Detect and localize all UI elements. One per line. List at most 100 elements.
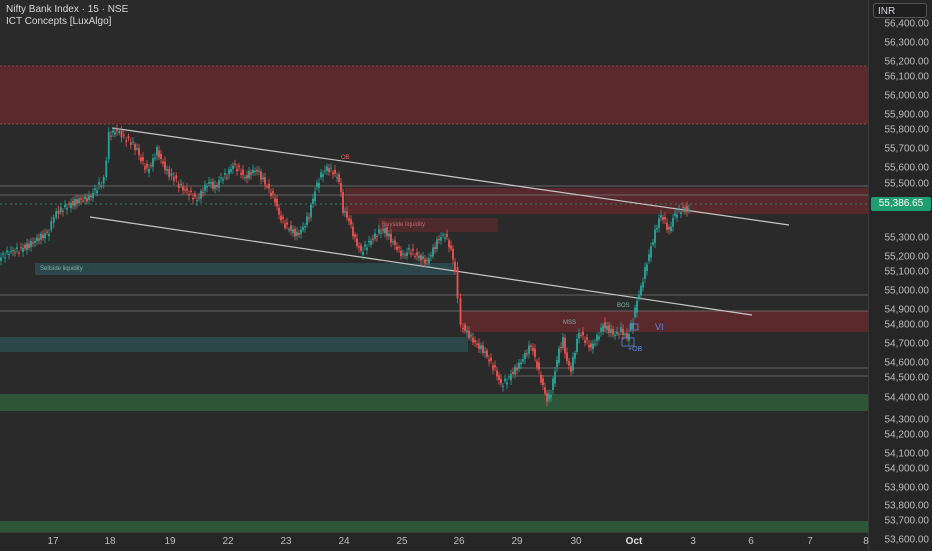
chart-area[interactable]: Nifty Bank Index · 15 · NSE ICT Concepts… (0, 0, 868, 532)
candle-body (386, 227, 388, 237)
candle-body (290, 225, 292, 231)
candle-body (550, 394, 552, 398)
candle-body (136, 148, 138, 150)
candle-body (644, 267, 646, 279)
candle-body (422, 256, 424, 259)
candle-body (568, 361, 570, 366)
price-chart[interactable] (0, 0, 868, 532)
candle-body (10, 251, 12, 253)
currency-selector[interactable]: INR (873, 3, 927, 18)
candle-body (406, 252, 408, 257)
candle-body (478, 343, 480, 350)
candle-body (446, 233, 448, 238)
candle-body (428, 258, 430, 264)
candle-body (620, 327, 622, 333)
candle-body (150, 165, 152, 167)
candle-body (664, 217, 666, 220)
candle-body (286, 222, 288, 225)
candle-body (226, 177, 228, 179)
mss-label: MSS (563, 320, 577, 326)
candle-body (420, 255, 422, 261)
candle-body (186, 188, 188, 191)
candle-body (448, 240, 450, 248)
candle-body (484, 351, 486, 353)
candle-body (180, 183, 182, 185)
candle-body (600, 327, 602, 332)
candle-body (248, 171, 250, 179)
candle-body (616, 331, 618, 334)
price-tick: 55,800.00 (884, 124, 930, 136)
candle-body (254, 170, 256, 172)
candle-body (334, 169, 336, 174)
candle-body (500, 379, 502, 384)
indicator-label[interactable]: ICT Concepts [LuxAlgo] (6, 16, 112, 27)
candle-body (202, 191, 204, 193)
candle-body (459, 298, 462, 325)
candle-body (107, 132, 110, 159)
candle-body (674, 213, 676, 216)
candle-body (416, 252, 418, 256)
time-label: Oct (625, 536, 643, 547)
candle-body (114, 132, 116, 135)
candle-body (4, 257, 6, 259)
candle-body (90, 195, 92, 197)
candle-body (92, 192, 94, 198)
candle-body (686, 205, 688, 212)
candle-body (534, 348, 536, 358)
candle-body (554, 371, 556, 384)
candle-body (288, 229, 290, 231)
candle-body (316, 182, 318, 188)
candle-body (310, 204, 312, 218)
candle-body (250, 172, 252, 175)
symbol-title[interactable]: Nifty Bank Index · 15 · NSE (6, 4, 129, 15)
candle-body (454, 261, 456, 272)
candle-body (100, 185, 103, 187)
candle-body (278, 207, 280, 215)
candle-body (404, 254, 406, 256)
candle-body (308, 217, 310, 219)
candle-body (536, 361, 538, 368)
candle-body (506, 382, 508, 385)
candle-body (44, 233, 46, 239)
candle-body (24, 245, 26, 249)
candle-body (0, 257, 2, 261)
candle-body (398, 247, 400, 249)
price-tick: 55,100.00 (884, 266, 930, 278)
candle-body (432, 247, 434, 257)
candle-body (356, 238, 358, 246)
candle-body (668, 227, 670, 230)
candle-body (312, 198, 314, 204)
price-axis[interactable]: INR 56,400.00 56,300.00 56,200.00 56,100.00… (868, 0, 932, 550)
candle-body (270, 192, 272, 197)
candle-body (450, 245, 452, 249)
candle-body (142, 157, 144, 161)
price-tick: 53,900.00 (884, 482, 930, 494)
candle-body (214, 185, 216, 189)
candle-body (382, 229, 384, 231)
candle-body (680, 212, 682, 214)
candle-body (55, 211, 58, 218)
candle-body (238, 165, 240, 168)
candle-body (26, 243, 28, 250)
candle-body (666, 222, 668, 230)
candle-body (280, 215, 282, 221)
candle-body (224, 173, 226, 175)
bearish-ob-zone-upper (345, 188, 868, 214)
candle-body (222, 178, 224, 181)
candle-body (688, 209, 690, 212)
time-axis[interactable]: 17 18 19 22 23 24 25 26 29 30 Oct 3 6 7 8 (0, 532, 869, 551)
candle-body (678, 208, 680, 210)
candle-body (200, 190, 202, 199)
candle-body (96, 190, 98, 194)
candle-body (624, 334, 626, 336)
candle-body (514, 366, 516, 375)
candle-body (129, 142, 132, 145)
candle-body (572, 357, 574, 371)
candle-body (556, 360, 558, 368)
candle-body (336, 176, 338, 178)
candle-body (384, 228, 386, 234)
candle-body (50, 221, 53, 230)
candle-body (240, 172, 242, 175)
candle-body (324, 170, 326, 172)
candle-body (540, 374, 542, 383)
